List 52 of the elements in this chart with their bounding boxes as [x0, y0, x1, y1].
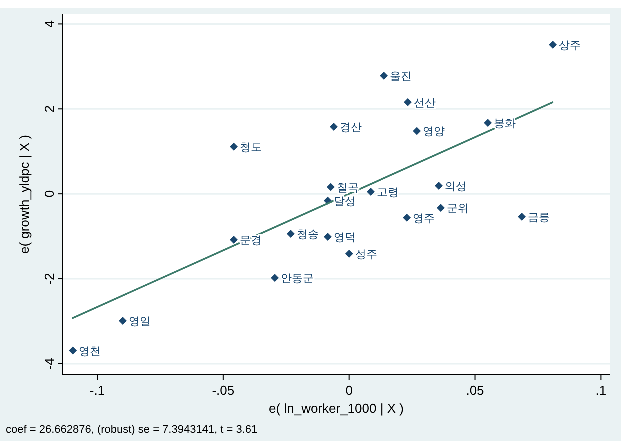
point — [437, 204, 446, 212]
point — [549, 41, 558, 50]
annotation: 의성 — [445, 180, 467, 194]
annotation: 금릉 — [528, 211, 550, 224]
text: coef = 26.662876, (robust) se = 7.3943141, t = 3.61 — [6, 424, 258, 436]
annotation: 칠곡 — [336, 181, 359, 194]
point — [230, 142, 238, 151]
point — [230, 236, 238, 244]
y-tick-label: 0 — [42, 190, 57, 198]
annotation: 성주 — [355, 248, 378, 261]
x-axis-title: e( ln_worker_1000 | X ) — [269, 401, 404, 416]
y-axis-title: e( growth_yldpc | X ) — [17, 135, 32, 254]
x-tick-label: 0 — [346, 383, 353, 398]
annotation: 영덕 — [334, 230, 356, 244]
point — [380, 72, 388, 80]
point — [118, 317, 127, 326]
annotation: 영주 — [413, 212, 436, 225]
point — [518, 213, 526, 222]
annotation: 안동군 — [281, 272, 314, 286]
y-tick-label: -4 — [42, 358, 57, 370]
point — [69, 346, 78, 355]
x-tick-label: -.05 — [212, 383, 235, 398]
x-tick-label: .05 — [466, 383, 484, 398]
point — [403, 214, 412, 222]
y-tick-label: 2 — [42, 106, 57, 113]
x-tick-label: -.1 — [90, 383, 106, 398]
annotation: 군위 — [447, 202, 470, 216]
annotation: 달성 — [334, 194, 356, 208]
annotation: 고령 — [377, 186, 399, 199]
point — [345, 250, 354, 258]
annotation: 상주 — [559, 39, 582, 52]
point — [413, 127, 422, 136]
annotation: 영천 — [79, 344, 102, 358]
annotation: 청도 — [240, 140, 262, 154]
point — [324, 232, 332, 241]
annotation: 울진 — [390, 70, 412, 84]
annotation: 청송 — [296, 228, 319, 241]
point — [330, 122, 338, 131]
y-tick-label: 4 — [42, 20, 57, 28]
x-tick-label: .1 — [596, 383, 607, 398]
annotation: 영일 — [128, 315, 151, 328]
point — [286, 230, 295, 238]
point — [326, 183, 335, 192]
annotation: 선산 — [414, 96, 436, 110]
annotation: 영양 — [423, 125, 446, 138]
point — [484, 119, 492, 128]
y-tick-label: -2 — [42, 273, 57, 285]
annotation: 경산 — [340, 120, 362, 134]
point — [271, 274, 280, 282]
point — [367, 188, 375, 196]
point — [435, 182, 443, 190]
point — [404, 98, 412, 106]
